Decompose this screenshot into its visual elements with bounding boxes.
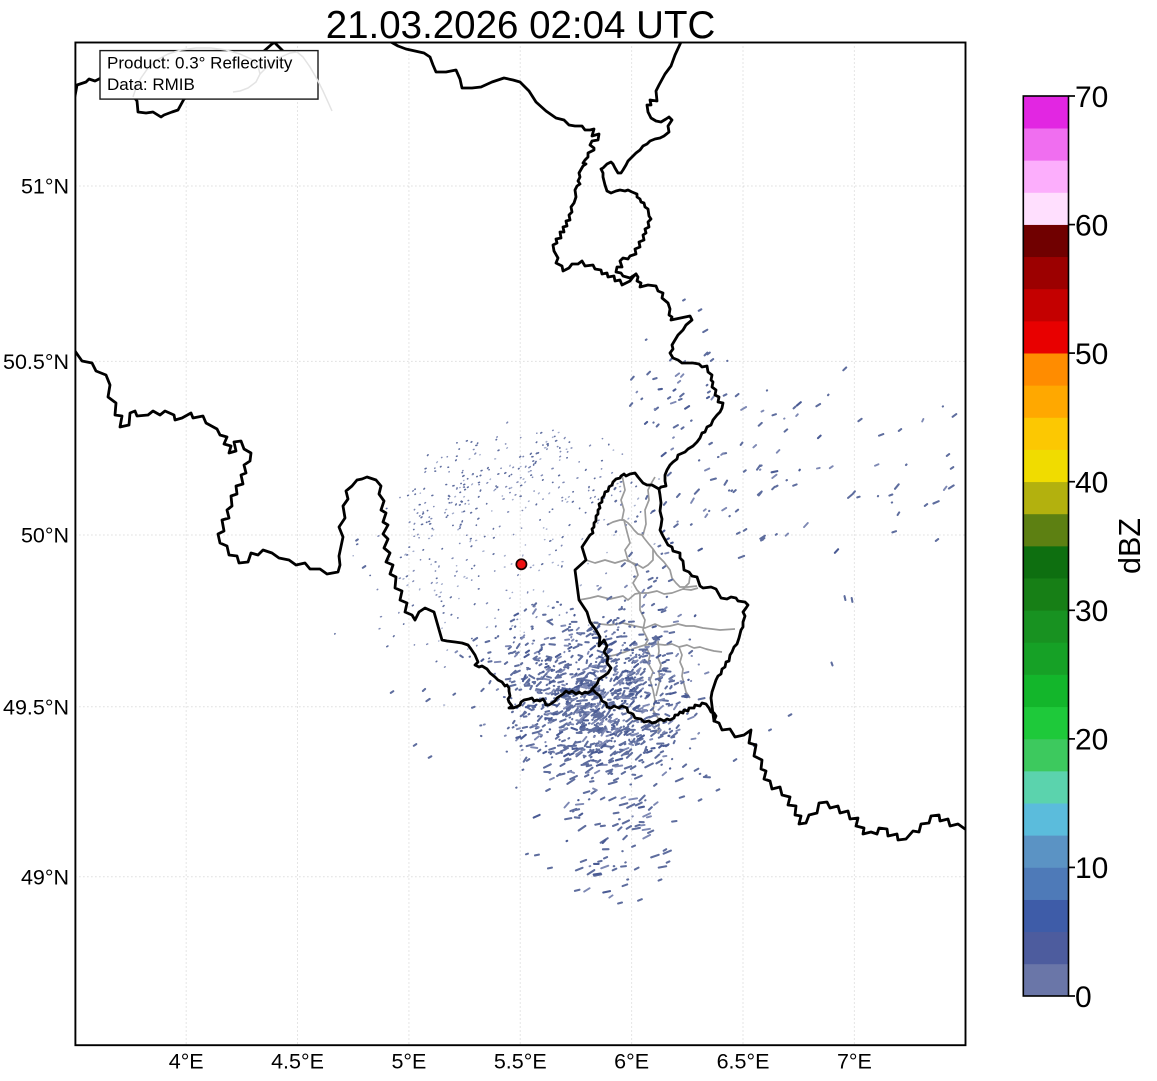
svg-text:5°E: 5°E — [391, 1050, 426, 1074]
svg-text:4.5°E: 4.5°E — [271, 1050, 324, 1074]
svg-text:60: 60 — [1075, 209, 1108, 242]
svg-text:30: 30 — [1075, 595, 1108, 628]
svg-text:49°N: 49°N — [21, 865, 69, 889]
svg-text:50°N: 50°N — [21, 524, 69, 548]
svg-text:50: 50 — [1075, 338, 1108, 371]
svg-text:70: 70 — [1075, 81, 1108, 114]
svg-text:49.5°N: 49.5°N — [3, 695, 69, 719]
svg-text:50.5°N: 50.5°N — [3, 350, 69, 374]
svg-text:4°E: 4°E — [169, 1050, 204, 1074]
svg-text:20: 20 — [1075, 724, 1108, 757]
svg-text:40: 40 — [1075, 467, 1108, 500]
svg-text:21.03.2026 02:04 UTC: 21.03.2026 02:04 UTC — [326, 4, 716, 47]
svg-text:dBZ: dBZ — [1113, 518, 1147, 574]
svg-text:6.5°E: 6.5°E — [717, 1050, 770, 1074]
svg-text:7°E: 7°E — [837, 1050, 872, 1074]
svg-text:51°N: 51°N — [21, 175, 69, 199]
svg-text:0: 0 — [1075, 981, 1092, 1014]
svg-text:10: 10 — [1075, 852, 1108, 885]
svg-text:Product: 0.3° Reflectivity: Product: 0.3° Reflectivity — [107, 54, 293, 73]
svg-text:Data: RMIB: Data: RMIB — [107, 75, 195, 94]
svg-text:6°E: 6°E — [614, 1050, 649, 1074]
svg-text:5.5°E: 5.5°E — [494, 1050, 547, 1074]
